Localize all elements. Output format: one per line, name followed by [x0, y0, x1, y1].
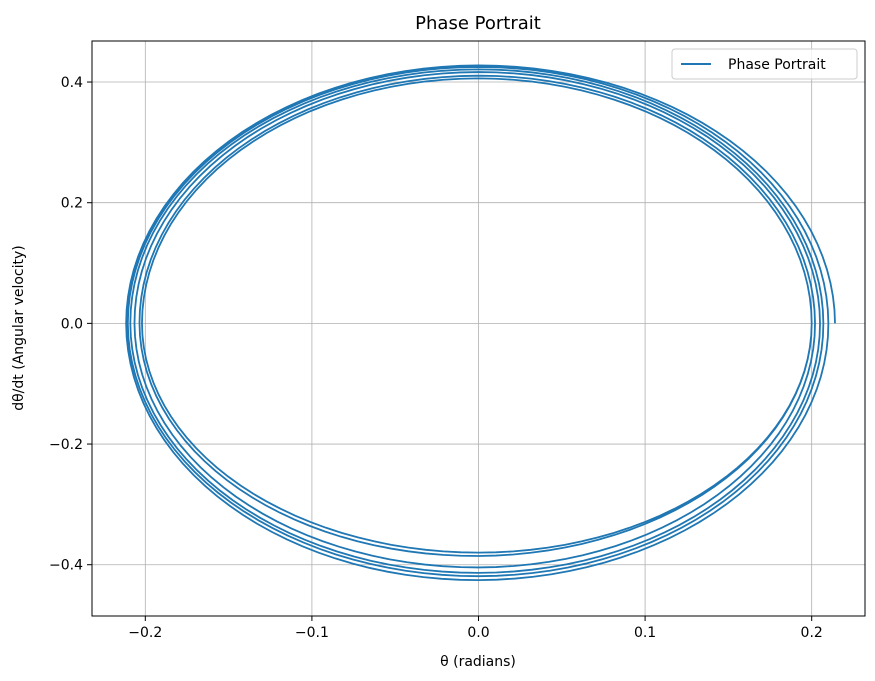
x-tick-label: −0.1 [295, 625, 329, 641]
y-axis-label: dθ/dt (Angular velocity) [11, 245, 27, 411]
x-tick-label: 0.2 [801, 625, 823, 641]
y-tick-label: 0.0 [61, 316, 83, 332]
grid-lines [92, 41, 865, 616]
x-axis-label: θ (radians) [440, 654, 516, 670]
plot-area [125, 64, 836, 582]
chart-title: Phase Portrait [415, 13, 541, 34]
legend: Phase Portrait [671, 48, 858, 80]
y-tick-label: −0.2 [49, 437, 83, 453]
axis-ticks: −0.2 −0.1 0.0 0.1 0.2 −0.4 −0.2 0.0 0.2 0.4 [49, 75, 823, 641]
x-tick-label: 0.0 [467, 625, 489, 641]
y-tick-label: 0.4 [61, 75, 83, 91]
y-tick-label: −0.4 [49, 558, 83, 574]
x-tick-label: −0.2 [128, 625, 162, 641]
phase-portrait-line [125, 64, 836, 582]
x-tick-label: 0.1 [634, 625, 656, 641]
legend-box [671, 48, 858, 80]
legend-label: Phase Portrait [728, 57, 826, 73]
y-tick-label: 0.2 [61, 196, 83, 212]
